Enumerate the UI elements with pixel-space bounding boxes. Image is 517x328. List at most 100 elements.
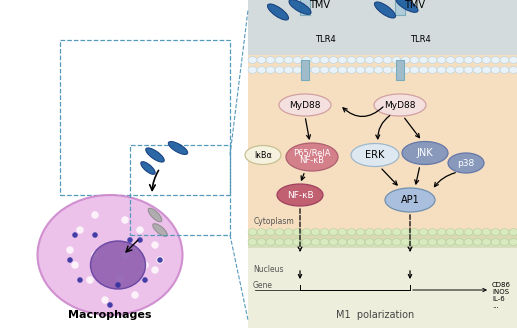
Ellipse shape (482, 229, 491, 236)
Ellipse shape (108, 302, 113, 308)
Ellipse shape (464, 239, 473, 245)
Ellipse shape (248, 229, 257, 236)
Ellipse shape (67, 247, 73, 254)
Text: Cytoplasm: Cytoplasm (254, 217, 295, 227)
Ellipse shape (257, 239, 266, 245)
Ellipse shape (293, 229, 302, 236)
Ellipse shape (374, 239, 383, 245)
Ellipse shape (131, 292, 139, 298)
Ellipse shape (257, 67, 266, 73)
Text: M1  polarization: M1 polarization (336, 310, 414, 320)
Ellipse shape (347, 57, 356, 63)
Ellipse shape (401, 67, 410, 73)
Ellipse shape (437, 239, 446, 245)
Text: TLR4: TLR4 (315, 35, 336, 45)
Ellipse shape (293, 67, 302, 73)
Ellipse shape (482, 239, 491, 245)
Ellipse shape (329, 229, 338, 236)
Ellipse shape (311, 239, 320, 245)
Ellipse shape (482, 67, 491, 73)
Ellipse shape (78, 277, 83, 282)
Ellipse shape (266, 239, 275, 245)
Ellipse shape (455, 57, 464, 63)
Ellipse shape (72, 233, 78, 237)
Text: Gene: Gene (253, 280, 273, 290)
Ellipse shape (302, 57, 311, 63)
Ellipse shape (365, 67, 374, 73)
Ellipse shape (356, 57, 365, 63)
Bar (60, 40, 230, 195)
Ellipse shape (338, 67, 347, 73)
Ellipse shape (279, 94, 331, 116)
Ellipse shape (151, 266, 159, 274)
Ellipse shape (286, 143, 338, 171)
Ellipse shape (338, 57, 347, 63)
Ellipse shape (473, 239, 482, 245)
Ellipse shape (92, 212, 99, 218)
Ellipse shape (320, 229, 329, 236)
Ellipse shape (275, 239, 284, 245)
Ellipse shape (500, 239, 509, 245)
Ellipse shape (77, 227, 84, 234)
Text: TMV: TMV (404, 0, 425, 10)
Ellipse shape (428, 229, 437, 236)
Ellipse shape (374, 94, 426, 116)
Ellipse shape (168, 141, 188, 154)
Ellipse shape (311, 57, 320, 63)
Ellipse shape (266, 57, 275, 63)
Ellipse shape (142, 261, 148, 269)
Ellipse shape (289, 0, 311, 14)
Ellipse shape (116, 275, 124, 281)
Ellipse shape (500, 229, 509, 236)
Ellipse shape (351, 144, 399, 167)
Ellipse shape (410, 67, 419, 73)
Bar (130, 145, 230, 235)
Ellipse shape (383, 239, 392, 245)
Bar (300, 0, 310, 15)
Ellipse shape (71, 261, 79, 269)
Ellipse shape (401, 57, 410, 63)
Bar (395, 0, 405, 15)
Ellipse shape (365, 239, 374, 245)
Bar (248, 242, 517, 328)
Ellipse shape (248, 57, 257, 63)
Ellipse shape (101, 297, 109, 303)
Ellipse shape (464, 57, 473, 63)
Ellipse shape (121, 216, 129, 223)
Ellipse shape (401, 239, 410, 245)
Ellipse shape (396, 0, 418, 12)
Ellipse shape (410, 239, 419, 245)
Ellipse shape (293, 239, 302, 245)
Ellipse shape (329, 67, 338, 73)
Ellipse shape (473, 67, 482, 73)
Ellipse shape (347, 239, 356, 245)
Ellipse shape (455, 239, 464, 245)
Ellipse shape (491, 67, 500, 73)
Ellipse shape (437, 57, 446, 63)
Ellipse shape (93, 233, 98, 237)
Ellipse shape (356, 67, 365, 73)
Ellipse shape (277, 184, 323, 206)
Ellipse shape (473, 229, 482, 236)
Ellipse shape (157, 256, 163, 263)
Ellipse shape (136, 227, 144, 234)
Ellipse shape (419, 239, 428, 245)
Ellipse shape (275, 229, 284, 236)
Ellipse shape (356, 239, 365, 245)
Ellipse shape (275, 57, 284, 63)
Ellipse shape (302, 67, 311, 73)
Ellipse shape (509, 239, 517, 245)
Ellipse shape (266, 229, 275, 236)
Ellipse shape (128, 237, 132, 242)
Ellipse shape (500, 67, 509, 73)
Text: iNOS: iNOS (492, 289, 509, 295)
Ellipse shape (419, 67, 428, 73)
Ellipse shape (392, 57, 401, 63)
Ellipse shape (383, 57, 392, 63)
Ellipse shape (448, 153, 484, 173)
Text: ERK: ERK (366, 150, 385, 160)
Ellipse shape (284, 239, 293, 245)
Ellipse shape (385, 188, 435, 212)
Ellipse shape (428, 67, 437, 73)
Ellipse shape (392, 67, 401, 73)
